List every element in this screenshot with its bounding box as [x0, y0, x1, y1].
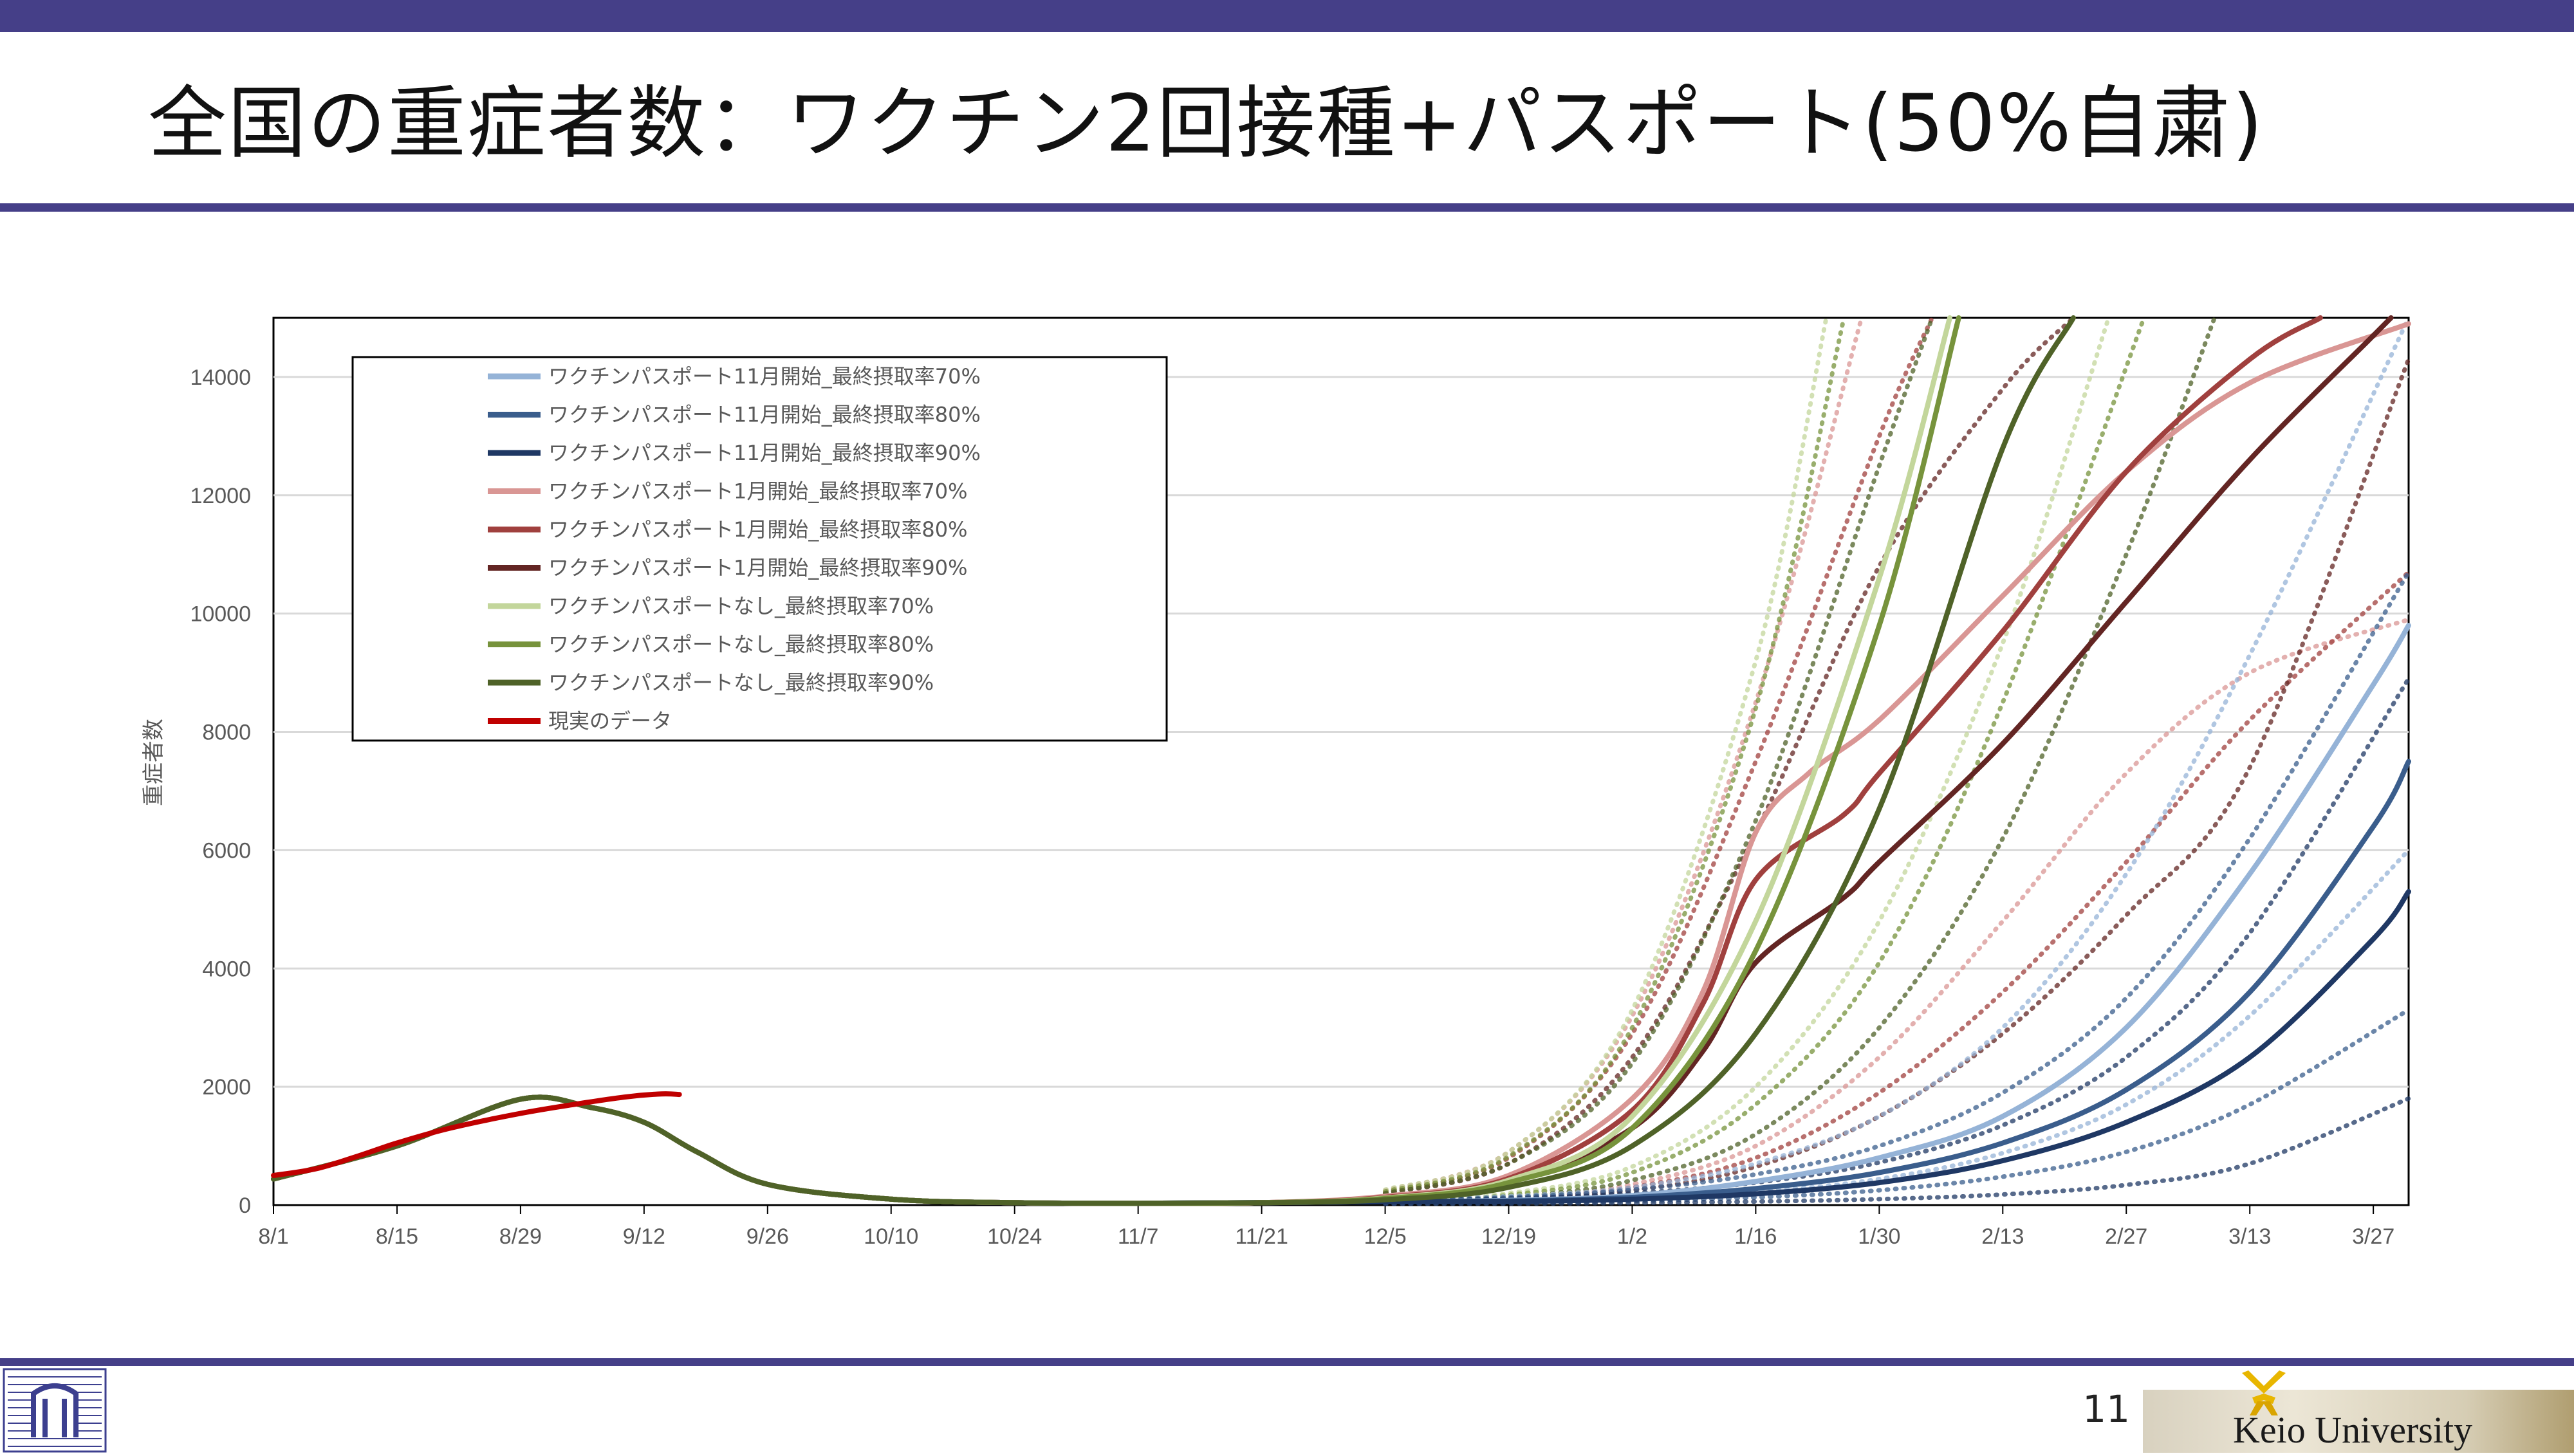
scenario-dotted-curve [1383, 356, 2411, 1205]
legend-box [351, 356, 1168, 742]
x-tick-label: 10/10 [864, 1224, 918, 1249]
university-banner [2143, 1390, 2574, 1453]
y-tick-label: 2000 [202, 1075, 251, 1100]
y-tick-label: 12000 [190, 484, 251, 508]
lab-logo-icon [3, 1368, 107, 1453]
legend-label: ワクチンパスポート11月開始_最終摂取率70% [548, 364, 981, 389]
x-tick-label: 3/13 [2228, 1224, 2271, 1249]
legend-label: ワクチンパスポート11月開始_最終摂取率80% [548, 403, 981, 427]
x-tick-label: 8/1 [258, 1224, 288, 1249]
x-tick-label: 9/12 [623, 1224, 665, 1249]
scenario-dotted-curve [1383, 315, 1829, 1192]
x-tick-label: 3/27 [2352, 1224, 2394, 1249]
scenario-dotted-curve [1383, 315, 2217, 1205]
y-axis-label: 重症者数 [141, 719, 167, 806]
x-tick-label: 1/2 [1617, 1224, 1647, 1249]
x-tick-label: 2/27 [2105, 1224, 2147, 1249]
x-tick-label: 12/19 [1481, 1224, 1536, 1249]
y-axis-ticks: 0 2000 4000 6000 8000 10000 12000 14000 [190, 365, 251, 1218]
legend-label: ワクチンパスポート1月開始_最終摂取率90% [548, 556, 968, 580]
series-line [271, 1091, 682, 1178]
scenario-dotted-curve [1383, 315, 2411, 1203]
x-tick-label: 11/7 [1118, 1224, 1159, 1249]
x-axis-ticks: 8/1 8/15 8/29 9/12 9/26 10/10 10/24 11/7 11/21 12… [258, 1205, 2394, 1249]
x-tick-label: 10/24 [987, 1224, 1042, 1249]
legend-label: ワクチンパスポート1月開始_最終摂取率80% [548, 517, 968, 542]
legend-label: 現実のデータ [548, 709, 672, 733]
x-tick-label: 8/29 [499, 1224, 542, 1249]
scenario-dotted-curve [1383, 617, 2411, 1205]
series-lines [271, 315, 2411, 1206]
y-tick-label: 6000 [202, 838, 251, 863]
x-tick-label: 11/21 [1235, 1224, 1288, 1249]
legend-label: ワクチンパスポートなし_最終摂取率80% [548, 632, 934, 657]
header-bar [0, 0, 2574, 32]
university-name: Keio University [2233, 1409, 2473, 1451]
x-tick-label: 8/15 [376, 1224, 418, 1249]
legend-label: ワクチンパスポート1月開始_最終摂取率70% [548, 479, 968, 504]
x-tick-label: 1/30 [1858, 1224, 1900, 1249]
page-number: 11 [2082, 1387, 2130, 1431]
y-tick-label: 8000 [202, 721, 251, 745]
scenario-dotted-curve [1383, 676, 2411, 1204]
title-divider [0, 203, 2574, 212]
scenario-dotted-curve [1383, 315, 1935, 1196]
slide-title: 全国の重症者数：ワクチン2回接種+パスポート(50%自粛) [148, 78, 2264, 169]
scenario-dotted-curve [1383, 315, 1935, 1195]
y-tick-label: 0 [239, 1193, 251, 1218]
x-tick-label: 2/13 [1981, 1224, 2024, 1249]
y-tick-label: 14000 [190, 365, 251, 390]
series-line [271, 889, 2411, 1206]
series-line [271, 315, 2076, 1206]
scenario-dotted-curve [1383, 315, 1846, 1194]
x-tick-label: 1/16 [1734, 1224, 1777, 1249]
crossed-pens-icon [2242, 1370, 2286, 1415]
scenario-dotted-curve [1383, 315, 2111, 1204]
legend-label: ワクチンパスポートなし_最終摂取率90% [548, 670, 934, 695]
legend: ワクチンパスポート11月開始_最終摂取率70% ワクチンパスポート11月開始_最終… [351, 356, 1168, 742]
legend-label: ワクチンパスポートなし_最終摂取率70% [548, 594, 934, 618]
scenario-dotted-curve [1383, 315, 2147, 1204]
x-tick-label: 12/5 [1364, 1224, 1406, 1249]
legend-label: ワクチンパスポート11月開始_最終摂取率90% [548, 441, 981, 465]
footer-divider [0, 1358, 2574, 1366]
y-tick-label: 4000 [202, 957, 251, 981]
x-tick-label: 9/26 [746, 1224, 789, 1249]
y-tick-label: 10000 [190, 602, 251, 627]
